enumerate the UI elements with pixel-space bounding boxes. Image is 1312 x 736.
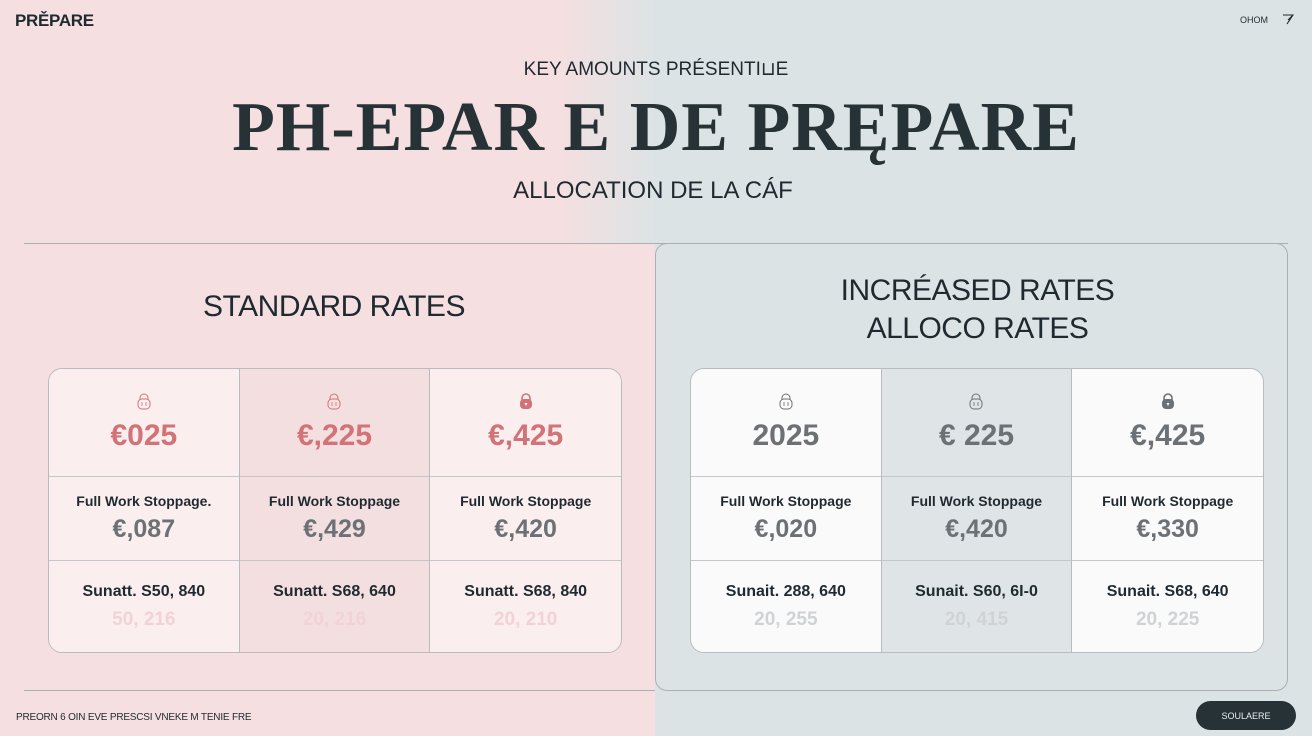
faint-value: 20, 415 <box>944 608 1009 630</box>
amount-cell: €025 <box>49 369 239 477</box>
amount: 2025 <box>752 419 820 452</box>
sub-cell: Sunatt. S68, 840 20, 210 <box>430 561 621 652</box>
rate-cell: Full Work Stoppage €,330 <box>1072 477 1263 561</box>
rate-cell: Full Work Stoppage €,420 <box>881 477 1072 561</box>
rate-column: € 225 Full Work Stoppage €,420 Sunait. S… <box>881 369 1073 652</box>
sub-value: Sunait. 288, 640 <box>725 582 846 600</box>
sub-value: Sunatt. S68, 840 <box>464 582 588 600</box>
rate-label: Full Work Stoppage <box>720 493 852 509</box>
sub-value: Sunatt. S50, 840 <box>82 582 206 600</box>
sub-cell: Sunait. S68, 640 20, 225 <box>1072 561 1263 652</box>
sub-cell: Sunait. S60, 6I-0 20, 415 <box>882 561 1072 652</box>
rate-cell: Full Work Stoppage €,420 <box>430 477 621 561</box>
amount-cell: €,425 <box>430 369 621 477</box>
increased-rates-table: 2025 Full Work Stoppage €,020 Sunait. 28… <box>690 368 1264 653</box>
rate-cell: Full Work Stoppage. €,087 <box>49 477 239 561</box>
rate-value: €,020 <box>754 515 818 543</box>
submit-button[interactable]: SOULAERE <box>1196 701 1296 730</box>
lock-icon <box>325 392 343 415</box>
rate-cell: Full Work Stoppage €,429 <box>239 477 430 561</box>
increased-rates-title: INCRÉASED RATES ALLOCO RATES <box>665 272 1290 348</box>
lock-filled-icon <box>517 392 535 415</box>
sub-value: Sunatt. S68, 640 <box>273 582 396 600</box>
amount-cell: €,425 <box>1072 369 1263 477</box>
kicker: KEY AMOUNTS PRÉSENTI⊔E <box>523 59 789 80</box>
rate-cell: Full Work Stoppage €,020 <box>691 477 881 561</box>
subtitle: ALLOCATION DE LA CÁF <box>513 177 793 204</box>
sub-cell: Sunatt. S68, 640 20, 216 <box>240 561 430 652</box>
title-line: ALLOCO RATES <box>866 312 1089 345</box>
rate-value: €,087 <box>112 515 176 543</box>
rate-value: €,330 <box>1136 515 1199 543</box>
faint-value: 20, 216 <box>302 608 367 630</box>
standard-rates-title: STANDARD RATES <box>203 290 465 323</box>
sub-cell: Sunatt. S50, 840 50, 216 <box>49 561 239 652</box>
footer-text: PREORN 6 OIN EVE PRESCSI VNEKE M TENIE F… <box>16 712 252 723</box>
rate-label: Full Work Stoppage <box>910 493 1043 509</box>
amount: €,425 <box>488 419 564 452</box>
title-line: INCRÉASED RATES <box>840 274 1115 307</box>
standard-rates-table: €025 Full Work Stoppage. €,087 Sunatt. S… <box>48 368 622 653</box>
menu-link[interactable]: OHOM <box>1240 15 1268 25</box>
rate-value: €,429 <box>303 515 366 543</box>
amount: €,425 <box>1130 419 1206 452</box>
send-icon[interactable] <box>1282 13 1295 27</box>
amount: €025 <box>110 419 178 452</box>
divider <box>24 243 1288 244</box>
brand-logo[interactable]: PRĚPARE <box>15 11 94 30</box>
lock-filled-icon <box>1159 392 1177 415</box>
rate-column: 2025 Full Work Stoppage €,020 Sunait. 28… <box>691 369 882 652</box>
lock-icon <box>967 392 985 415</box>
rate-value: €,420 <box>494 515 557 543</box>
rate-label: Full Work Stoppage. <box>76 493 212 509</box>
sub-cell: Sunait. 288, 640 20, 255 <box>691 561 881 652</box>
faint-value: 20, 225 <box>1135 608 1200 630</box>
rate-column: €,225 Full Work Stoppage €,429 Sunatt. S… <box>239 369 431 652</box>
page-title: PH-EPAR E DE PRĘPARE <box>232 89 1080 166</box>
rate-label: Full Work Stoppage <box>268 493 401 509</box>
amount: €,225 <box>296 419 373 452</box>
rate-label: Full Work Stoppage <box>1102 493 1234 509</box>
sub-value: Sunait. S60, 6I-0 <box>915 582 1038 600</box>
amount: € 225 <box>938 419 1015 452</box>
amount-cell: 2025 <box>691 369 881 477</box>
amount-cell: € 225 <box>881 369 1072 477</box>
rate-column: €,425 Full Work Stoppage €,330 Sunait. S… <box>1072 369 1263 652</box>
rate-column: €025 Full Work Stoppage. €,087 Sunatt. S… <box>49 369 240 652</box>
faint-value: 20, 255 <box>754 608 818 630</box>
lock-icon <box>135 392 153 415</box>
divider <box>24 690 655 691</box>
rate-label: Full Work Stoppage <box>460 493 592 509</box>
rate-value: €,420 <box>945 515 1008 543</box>
faint-value: 20, 210 <box>493 608 558 630</box>
lock-icon <box>777 392 795 415</box>
sub-value: Sunait. S68, 640 <box>1106 582 1229 600</box>
faint-value: 50, 216 <box>112 608 176 630</box>
rate-column: €,425 Full Work Stoppage €,420 Sunatt. S… <box>430 369 621 652</box>
amount-cell: €,225 <box>239 369 430 477</box>
